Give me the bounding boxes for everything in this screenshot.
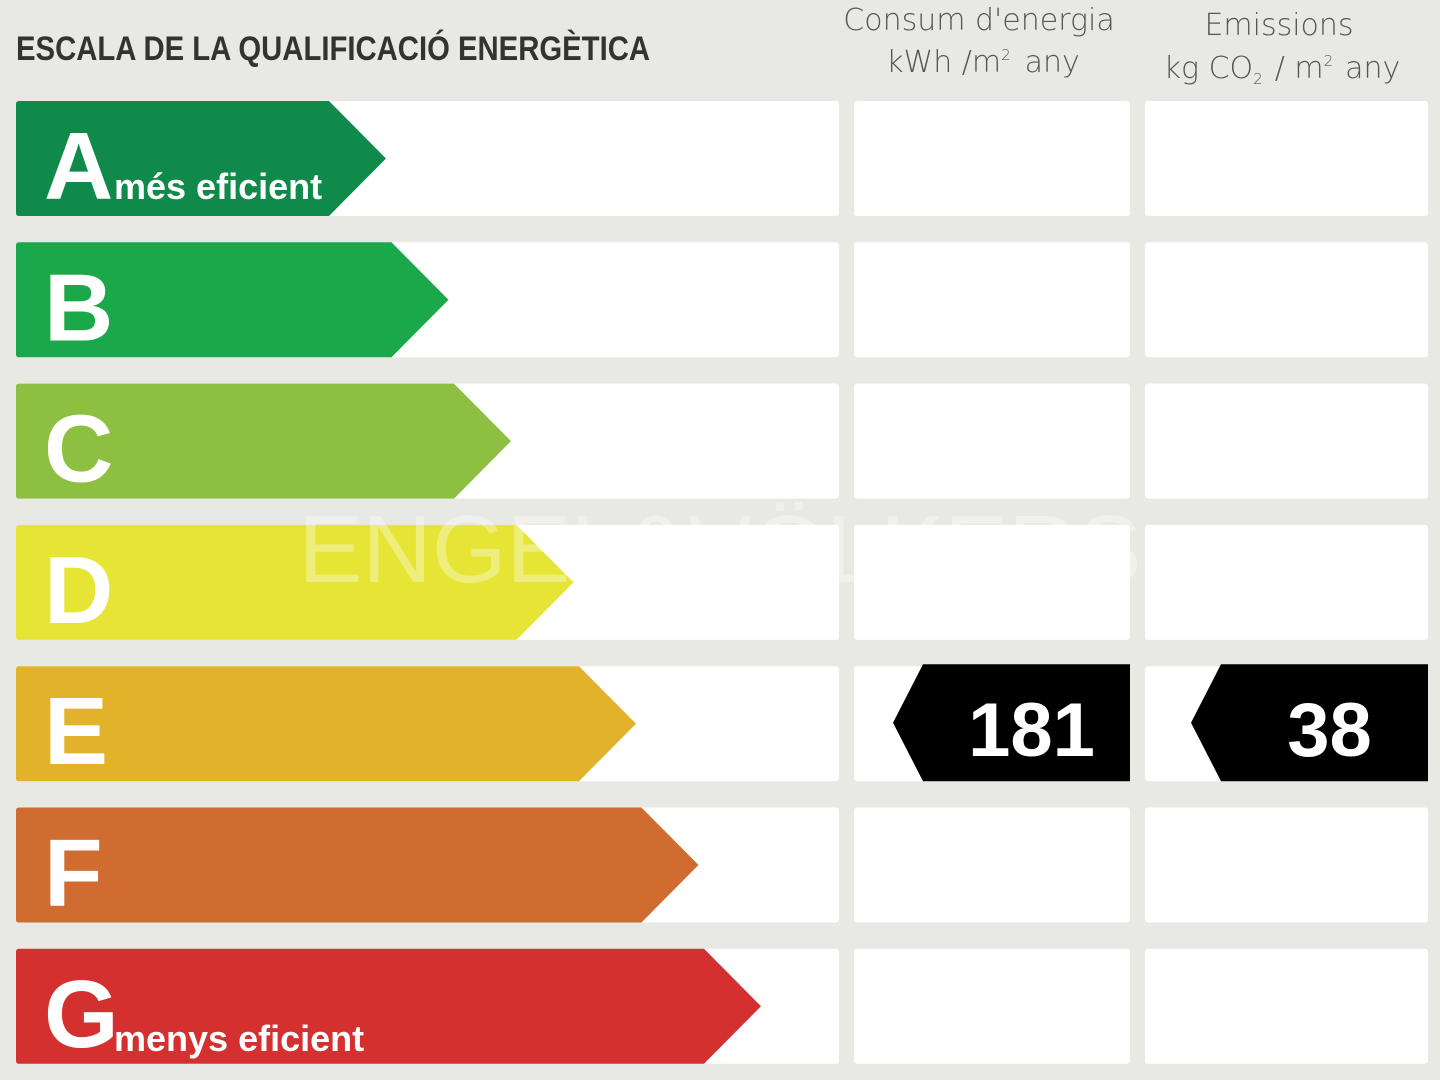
emissions-unit: kg CO2/ m2 any [1164, 51, 1401, 88]
class-arrow [16, 524, 574, 640]
class-label: menys eficient [114, 1018, 364, 1059]
watermark: ENGEL&VÖLKERS [299, 496, 1142, 603]
class-letter: F [44, 820, 103, 927]
class-letter: B [44, 254, 113, 361]
value-cell [854, 242, 1130, 358]
class-letter: D [44, 537, 113, 644]
unit-sub: 2 [1253, 70, 1263, 88]
class-arrow [16, 242, 449, 358]
value-cell [854, 383, 1130, 499]
unit-part: any [1025, 45, 1080, 80]
rating-badge [893, 664, 1130, 782]
energy-heading: Consum d'energia [843, 3, 1114, 38]
unit-part: any [1345, 51, 1400, 86]
title: ESCALA DE LA QUALIFICACIÓ ENERGÈTICA [16, 30, 650, 68]
rating-value: 181 [968, 688, 1095, 773]
unit-part: kg CO [1164, 51, 1253, 86]
unit-part: kWh /m [886, 45, 1001, 80]
class-arrow [16, 666, 636, 782]
emissions-heading: Emissions [1204, 8, 1353, 43]
value-cell [1145, 242, 1428, 358]
value-cell [1145, 101, 1428, 216]
value-cell [854, 807, 1130, 923]
class-letter: G [44, 961, 119, 1068]
class-arrow [16, 383, 511, 499]
value-cell [854, 524, 1130, 640]
value-cell [854, 101, 1130, 216]
class-letter: C [44, 396, 113, 503]
value-cell [1145, 807, 1428, 923]
class-label: més eficient [114, 166, 322, 207]
class-letter: A [44, 113, 113, 220]
class-arrow [16, 101, 386, 216]
rating-badge [1191, 664, 1428, 782]
energy-unit: kWh /m2 any [886, 45, 1080, 80]
value-cell [854, 948, 1130, 1064]
unit-part: / m [1275, 51, 1324, 86]
class-arrow [16, 807, 699, 923]
value-cell [1145, 383, 1428, 499]
unit-sup: 2 [1001, 46, 1011, 64]
class-arrow [16, 948, 761, 1064]
value-cell [1145, 948, 1428, 1064]
class-letter: E [44, 678, 108, 785]
value-cell [1145, 524, 1428, 640]
rating-value: 38 [1287, 688, 1372, 773]
unit-sup: 2 [1324, 52, 1334, 70]
